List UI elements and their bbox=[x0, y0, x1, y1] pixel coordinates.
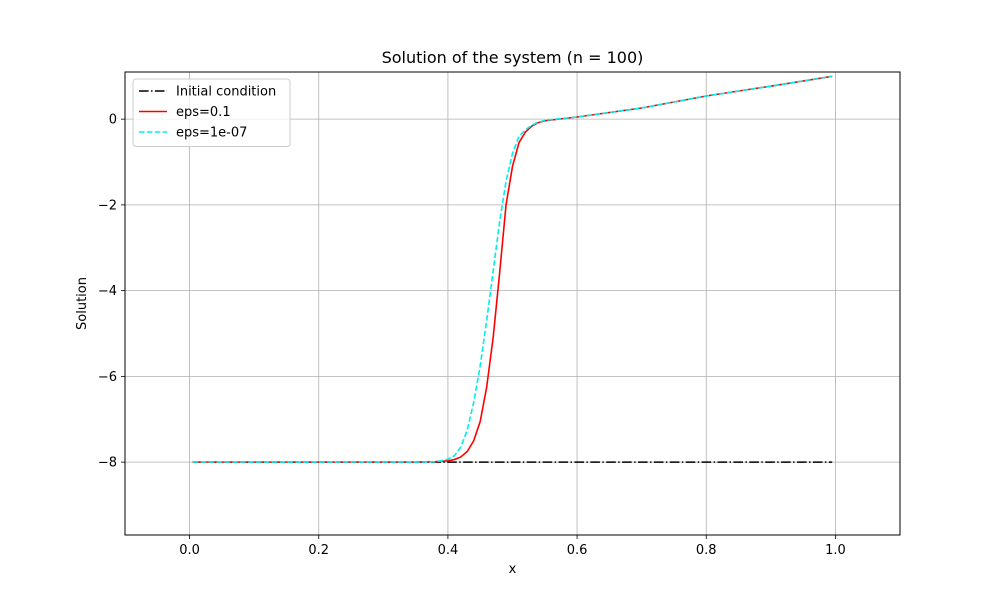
y-tick-label: 0 bbox=[109, 113, 117, 128]
x-tick-label: 0.2 bbox=[308, 543, 329, 558]
y-tick-label: −2 bbox=[98, 198, 117, 213]
ticks: 0.0 0.2 0.4 0.6 0.8 1.0 −8 −6 −4 −2 0 bbox=[98, 113, 846, 558]
x-tick-label: 0.6 bbox=[567, 543, 588, 558]
legend-label-1: Initial condition bbox=[176, 85, 276, 100]
y-tick-label: −8 bbox=[98, 456, 117, 471]
legend-label-2: eps=0.1 bbox=[176, 105, 231, 120]
x-tick-label: 0.4 bbox=[438, 543, 459, 558]
chart-title: Solution of the system (n = 100) bbox=[382, 48, 644, 67]
series-line-3 bbox=[192, 75, 833, 463]
plot-frame bbox=[124, 71, 901, 536]
x-tick-label: 0.0 bbox=[179, 543, 200, 558]
legend-box bbox=[132, 78, 291, 147]
legend-label-3: eps=1e-07 bbox=[176, 126, 247, 141]
x-axis-label: x bbox=[509, 562, 517, 577]
legend: Initial condition eps=0.1 eps=1e-07 bbox=[132, 78, 291, 147]
y-tick-label: −6 bbox=[98, 370, 117, 385]
series-layer bbox=[192, 75, 833, 463]
x-tick-label: 0.8 bbox=[696, 543, 717, 558]
y-axis-label: Solution bbox=[75, 277, 90, 330]
y-tick-label: −4 bbox=[98, 284, 117, 299]
x-tick-label: 1.0 bbox=[825, 543, 846, 558]
